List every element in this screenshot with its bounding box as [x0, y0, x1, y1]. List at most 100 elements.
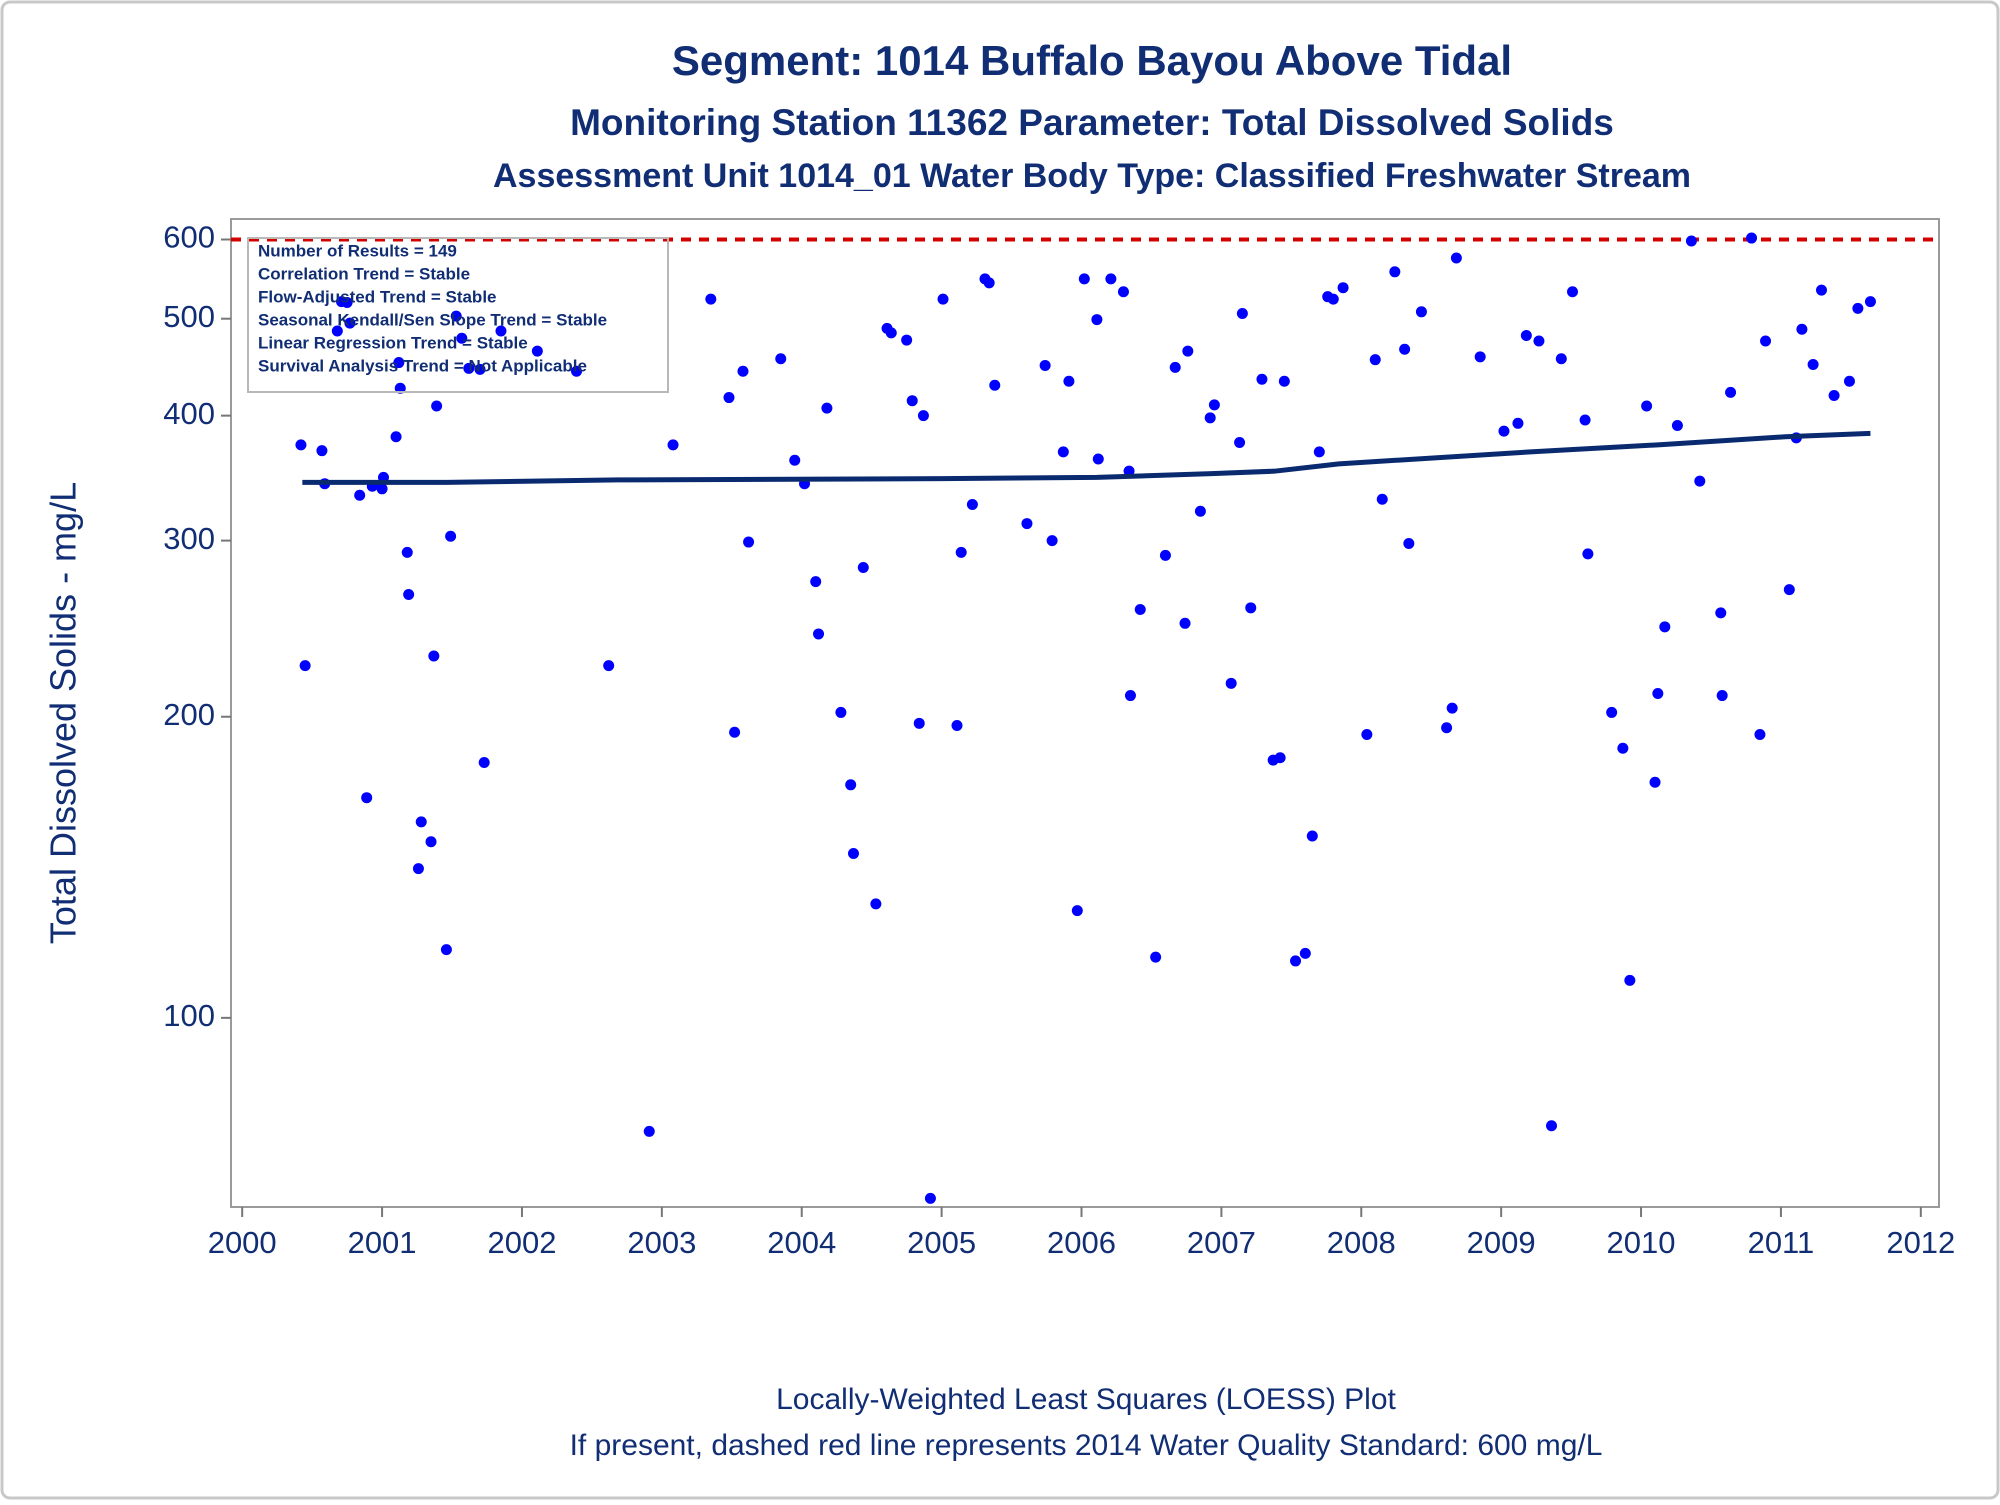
data-point [1063, 375, 1075, 387]
data-point [1078, 273, 1090, 285]
data-point [401, 546, 413, 558]
data-point [295, 439, 307, 451]
data-point [1117, 286, 1129, 298]
data-point [361, 792, 373, 804]
data-point [1039, 359, 1051, 371]
x-tick-label: 2001 [348, 1225, 417, 1260]
data-point [983, 277, 995, 289]
data-point [989, 379, 1001, 391]
data-point [813, 628, 825, 640]
data-point [1760, 335, 1772, 347]
data-point [531, 345, 543, 357]
data-point [1807, 358, 1819, 370]
data-point [1124, 690, 1136, 702]
data-point [924, 1192, 936, 1204]
data-point [431, 400, 443, 412]
data-point [376, 483, 388, 495]
data-point [393, 357, 405, 369]
data-point [1474, 351, 1486, 363]
data-point [1256, 373, 1268, 385]
data-point [1337, 282, 1349, 294]
footnote: If present, dashed red line represents 2… [570, 1429, 1603, 1462]
data-point [845, 779, 857, 791]
x-tick-label: 2011 [1748, 1225, 1815, 1260]
data-point [299, 660, 311, 672]
data-point [1369, 354, 1381, 366]
data-point [1649, 776, 1661, 788]
data-point [1725, 386, 1737, 398]
data-point [955, 546, 967, 558]
data-point [1555, 353, 1567, 365]
data-point [1313, 446, 1325, 458]
data-point [1659, 621, 1671, 633]
data-point [1746, 232, 1758, 244]
data-point [1194, 505, 1206, 517]
data-point [857, 561, 869, 573]
data-point [1520, 330, 1532, 342]
data-point [412, 863, 424, 875]
data-point [1399, 343, 1411, 355]
data-point [415, 816, 427, 828]
data-point [1652, 687, 1664, 699]
data-point [789, 454, 801, 466]
annotation-text: Correlation Trend = Stable [258, 264, 470, 283]
y-tick-label: 400 [163, 396, 215, 431]
data-point [440, 944, 452, 956]
data-point [1046, 535, 1058, 547]
data-point [775, 353, 787, 365]
data-point [1179, 617, 1191, 629]
data-point [1071, 905, 1083, 917]
data-point [901, 334, 913, 346]
data-point [425, 836, 437, 848]
data-point [643, 1125, 655, 1137]
x-tick-label: 2005 [907, 1225, 976, 1260]
data-point [1389, 266, 1401, 278]
x-tick-label: 2003 [627, 1225, 696, 1260]
y-axis-label: Total Dissolved Solids - mg/L [43, 482, 84, 944]
data-point [1624, 974, 1636, 986]
data-point [1716, 690, 1728, 702]
data-point [1864, 296, 1876, 308]
data-point [1498, 425, 1510, 437]
data-point [1278, 375, 1290, 387]
data-point [1092, 453, 1104, 465]
data-point [1852, 302, 1864, 314]
data-point [1306, 830, 1318, 842]
data-point [428, 650, 440, 662]
x-tick-label: 2008 [1327, 1225, 1396, 1260]
data-point [463, 362, 475, 374]
data-point [331, 325, 343, 337]
y-tick-label: 600 [163, 220, 215, 255]
data-point [810, 576, 822, 588]
data-point [1225, 677, 1237, 689]
data-point [743, 536, 755, 548]
data-point [474, 363, 486, 375]
chart-subtitle: Monitoring Station 11362 Parameter: Tota… [570, 102, 1614, 143]
data-point [478, 757, 490, 769]
x-tick-label: 2002 [487, 1225, 556, 1260]
y-tick-label: 500 [163, 299, 215, 334]
data-point [1582, 548, 1594, 560]
x-tick-label: 2009 [1467, 1225, 1536, 1260]
data-point [729, 726, 741, 738]
data-point [1327, 293, 1339, 305]
data-point [906, 395, 918, 407]
data-point [1361, 728, 1373, 740]
data-point [1579, 414, 1591, 426]
data-point [1546, 1120, 1558, 1132]
annotation-text: Flow-Adjusted Trend = Stable [258, 287, 497, 306]
data-point [667, 439, 679, 451]
data-point [1671, 420, 1683, 432]
data-point [495, 325, 507, 337]
data-point [1533, 335, 1545, 347]
data-point [1169, 361, 1181, 373]
y-tick-label: 200 [163, 697, 215, 732]
data-point [1234, 437, 1246, 449]
data-point [737, 365, 749, 377]
data-point [1134, 604, 1146, 616]
data-point [344, 317, 356, 329]
data-point [1274, 752, 1286, 764]
data-point [1091, 314, 1103, 326]
x-tick-label: 2012 [1886, 1225, 1955, 1260]
data-point [917, 410, 929, 422]
